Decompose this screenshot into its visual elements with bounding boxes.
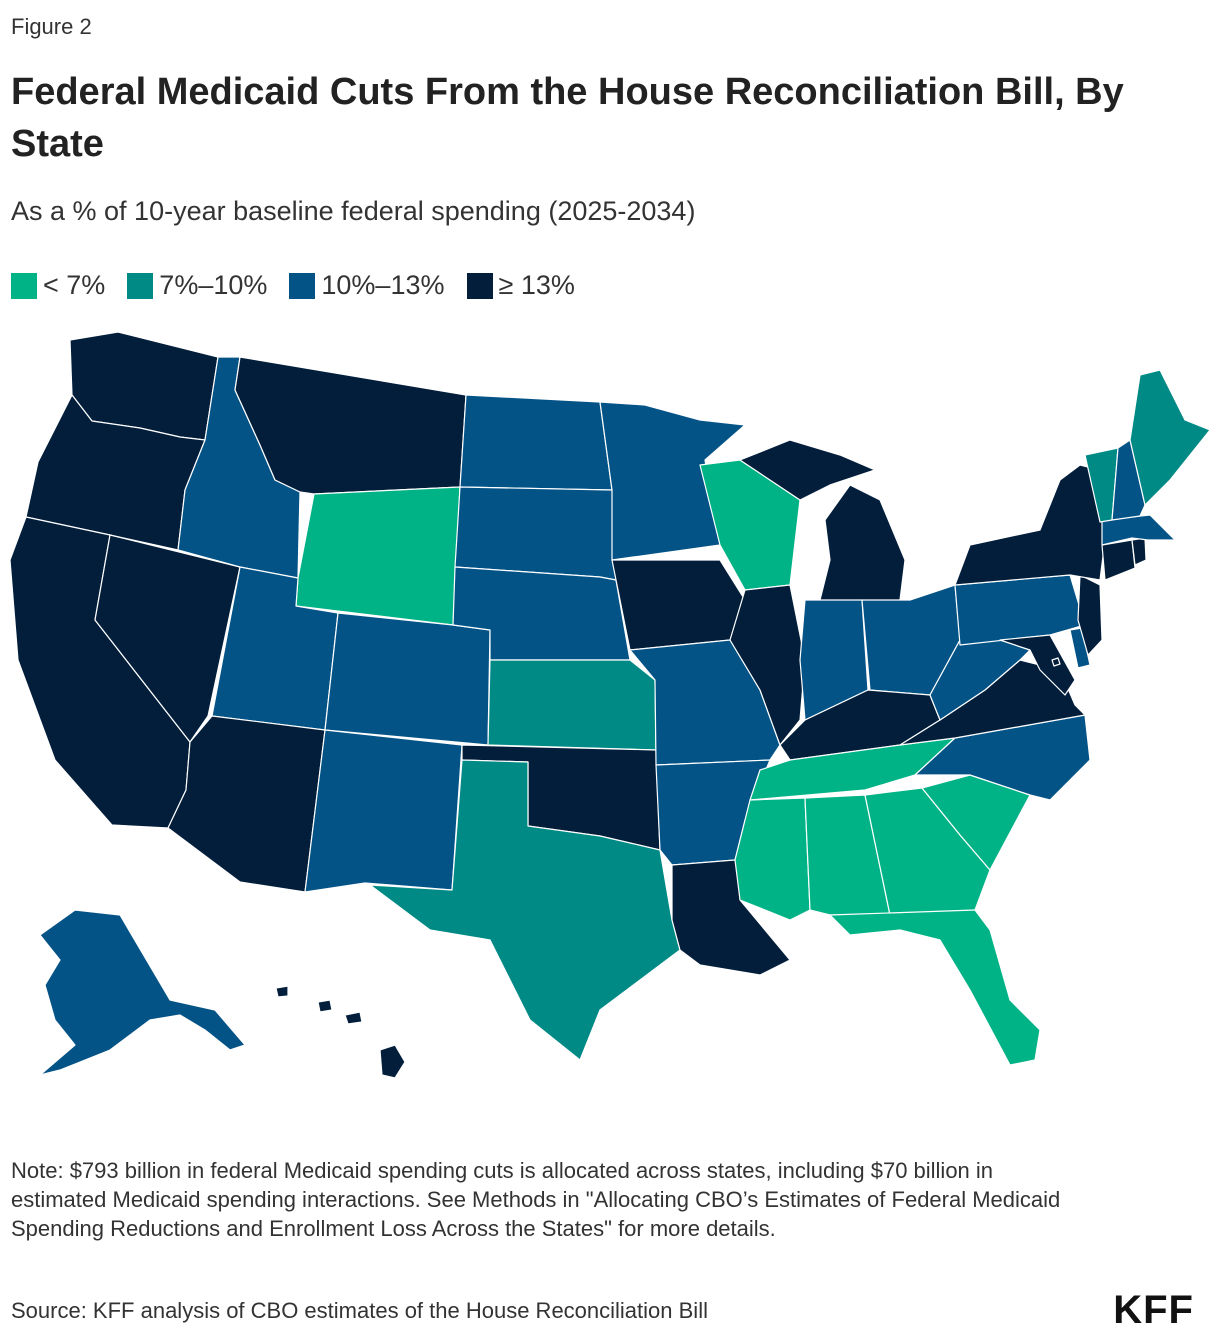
state-tx[interactable] <box>369 759 681 1061</box>
state-fl[interactable] <box>829 909 1041 1066</box>
state-me[interactable] <box>1129 369 1211 506</box>
state-dc[interactable] <box>1051 657 1061 667</box>
legend-swatch <box>11 272 37 299</box>
state-il[interactable] <box>729 584 806 746</box>
chart-title: Federal Medicaid Cuts From the House Rec… <box>11 71 1124 165</box>
chart-source: Source: KFF analysis of CBO estimates of… <box>11 1298 708 1323</box>
state-ma[interactable] <box>1101 514 1176 546</box>
state-az[interactable] <box>167 715 326 893</box>
legend-item-lt7[interactable]: < 7% <box>11 270 105 301</box>
legend-label: 7%–10% <box>159 270 268 300</box>
legend-label: ≥ 13% <box>498 270 575 300</box>
state-pa[interactable] <box>954 574 1086 646</box>
legend-swatch <box>289 272 316 299</box>
legend-item-ge13[interactable]: ≥ 13% <box>466 270 575 301</box>
state-mn[interactable] <box>599 401 746 561</box>
legend-label: 10%–13% <box>321 270 445 300</box>
legend-swatch <box>127 272 154 299</box>
legend-swatch <box>466 272 493 299</box>
state-nd[interactable] <box>459 394 613 491</box>
state-ak[interactable] <box>39 909 246 1076</box>
chart-note: Note: $793 billion in federal Medicaid s… <box>11 1158 1061 1241</box>
state-nh[interactable] <box>1111 439 1146 521</box>
state-ms[interactable] <box>734 797 811 921</box>
legend-item-7-10[interactable]: 7%–10% <box>127 270 267 301</box>
state-md[interactable] <box>999 634 1076 696</box>
state-nm[interactable] <box>304 729 463 893</box>
legend-label: < 7% <box>43 270 106 300</box>
state-wy[interactable] <box>295 486 461 626</box>
state-ks[interactable] <box>487 659 657 751</box>
state-hi[interactable] <box>275 985 406 1079</box>
state-mi-lower[interactable] <box>819 484 906 606</box>
state-sc[interactable] <box>921 774 1031 871</box>
us-states-map <box>9 331 1211 1079</box>
legend-item-10-13[interactable]: 10%–13% <box>289 270 445 301</box>
chart-subtitle: As a % of 10-year baseline federal spend… <box>11 196 696 226</box>
kff-logo: KFF <box>1113 1288 1194 1332</box>
state-ri[interactable] <box>1131 537 1147 566</box>
state-co[interactable] <box>324 612 491 746</box>
state-ny[interactable] <box>954 464 1106 586</box>
state-ct[interactable] <box>1101 539 1136 581</box>
state-sd[interactable] <box>454 486 617 581</box>
figure-label: Figure 2 <box>11 14 92 39</box>
legend: < 7% 7%–10% 10%–13% ≥ 13% <box>11 270 597 301</box>
state-ia[interactable] <box>611 559 746 651</box>
state-nj[interactable] <box>1077 574 1103 656</box>
state-mi-upper[interactable] <box>739 439 876 501</box>
state-de[interactable] <box>1069 627 1091 669</box>
